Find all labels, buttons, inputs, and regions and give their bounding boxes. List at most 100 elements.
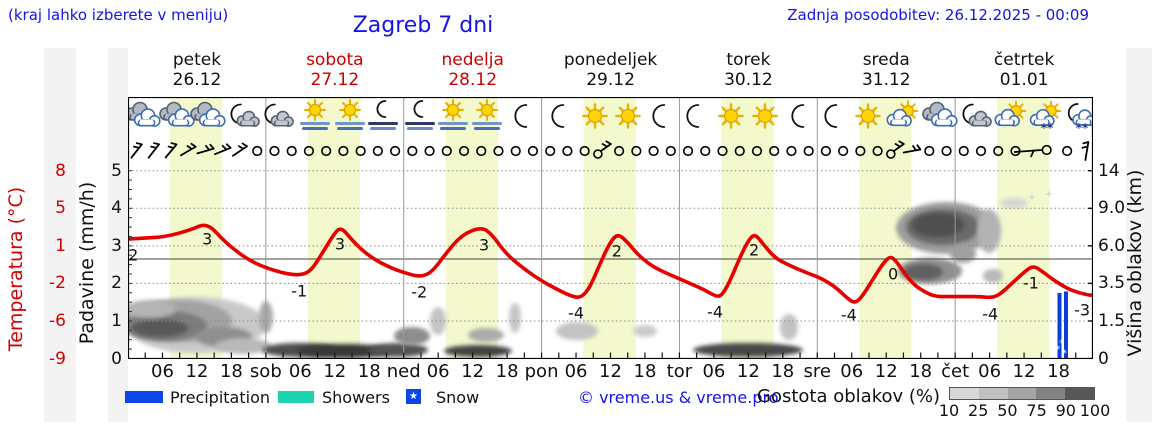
hour-label: 06: [151, 361, 174, 382]
sun-icon: [718, 103, 744, 129]
sun-icon: [752, 103, 778, 129]
hour-label: 18: [1047, 361, 1070, 382]
weather-icon-sun-cloud: [886, 100, 919, 127]
cloud-density-blob: [912, 213, 964, 237]
weather-icon-sun-cloud-snow: **: [1029, 100, 1062, 135]
temperature-value-label: 2: [749, 240, 760, 260]
snow-mark-on-bar: *: [1056, 345, 1061, 355]
snow-legend-label: Snow: [436, 388, 480, 407]
weather-icon-cloudy: [190, 101, 226, 127]
wind-symbol-barb: [213, 143, 232, 156]
weather-icon-moon-fog: [405, 100, 435, 130]
wind-symbol-barb: [147, 142, 160, 159]
snow-stars-icon: **: [1076, 121, 1089, 135]
weather-icon-sun: [752, 103, 778, 129]
day-name: ponedeljek: [563, 50, 658, 70]
weather-icon-cloudy: [922, 101, 958, 127]
hour-label: 12: [874, 361, 898, 382]
moon-icon: [376, 100, 387, 118]
left-precip-axis-strip: [108, 48, 128, 422]
fog-line-icon: [472, 122, 502, 125]
right-axis-strip: [1126, 48, 1152, 422]
fog-line-icon: [370, 127, 396, 130]
precipitation-swatch: [125, 391, 163, 403]
copyright-link[interactable]: © vreme.us & vreme.pro: [578, 388, 779, 407]
wind-symbol-calm: [338, 145, 349, 157]
chart-area: + + ** ** * * * 2 3 -1 3 -2 3 -4 2 -4 2 -4 0 -4 -1 -3: [127, 96, 1094, 360]
cloud-height-tick-label: 9.0: [1098, 198, 1126, 219]
wind-symbol-calm: [751, 145, 763, 157]
hour-label: 06: [564, 361, 588, 382]
snow-star-icon: ★: [409, 391, 418, 402]
cloud-density-scale-cell: [950, 388, 979, 399]
cloud-density-scale-cell: [1036, 388, 1066, 399]
showers-swatch: [278, 391, 314, 403]
weather-icon-sun: [615, 103, 641, 129]
wind-symbol-calm: [476, 145, 487, 157]
day-name: petek: [172, 50, 222, 70]
temperature-value-label: 0: [888, 264, 899, 284]
daylight-band: [583, 97, 636, 359]
cloud-density-blob: [633, 325, 657, 337]
precip-tick-label: 0: [111, 348, 122, 369]
weather-icon-moon: [652, 104, 666, 128]
snow-mark-on-bar: *: [1059, 339, 1064, 349]
day-date: 31.12: [861, 70, 911, 90]
moon-icon: [413, 100, 424, 118]
temperature-value-label: -4: [568, 303, 585, 323]
cloud-density-blob: [780, 314, 798, 340]
fog-line-icon: [407, 127, 433, 130]
temp-tick-label: 5: [55, 198, 66, 219]
wind-symbol-barb: [130, 142, 143, 159]
day-date: 30.12: [724, 70, 773, 90]
location-hint: (kraj lahko izberete v meniju): [8, 6, 229, 24]
cloud-density-blob: [556, 322, 598, 340]
temperature-value-label: -1: [1022, 273, 1039, 293]
wind-symbol-calm: [631, 145, 642, 157]
cloud-density-scale-value: 90: [1055, 401, 1076, 420]
day-abbrev-label: čet: [941, 361, 970, 382]
temperature-value-label: 2: [611, 241, 622, 261]
wind-symbol-calm: [700, 145, 711, 157]
legend-row: Precipitation Showers ★ Snow © vreme.us …: [0, 386, 1152, 422]
hour-label: 06: [702, 361, 726, 382]
wind-symbol-calm: [441, 145, 452, 157]
day-header-sreda: sreda 31.12: [817, 50, 955, 90]
cloud-density-blob: [430, 307, 446, 335]
weather-icon-moon: [686, 104, 700, 128]
fog-line-icon: [337, 127, 363, 130]
wind-symbol-calm: [562, 145, 573, 157]
wind-symbol-calm: [941, 145, 952, 157]
wind-symbol-calm: [389, 145, 401, 157]
plot-frame: [127, 96, 1094, 360]
precip-tick-label: 4: [111, 198, 122, 219]
hour-label: 18: [219, 361, 243, 382]
hour-label: 06: [978, 361, 1002, 382]
meteogram-plot: + +** *** **: [127, 96, 1094, 360]
day-date: 28.12: [448, 70, 498, 90]
wind-symbol-barb: [886, 140, 905, 159]
hour-label: 12: [599, 361, 622, 382]
precipitation-legend-label: Precipitation: [170, 388, 271, 407]
day-abbrev-label: sob: [249, 361, 282, 382]
temperature-value-label: 2: [128, 245, 139, 265]
wind-symbol-calm: [252, 145, 263, 157]
hour-label: 12: [185, 361, 209, 382]
cloud-density-scale-cell: [1065, 388, 1094, 399]
cloud-density-blob: [983, 269, 1003, 283]
cloud-density-blob: [468, 328, 504, 342]
wind-symbol-calm: [734, 145, 745, 157]
cloud-height-tick-label: 6.0: [1098, 235, 1126, 256]
hour-label: 12: [1012, 361, 1036, 382]
weather-icon-sun-fog: [438, 99, 468, 130]
wind-symbol-barb: [196, 143, 215, 155]
day-name: četrtek: [993, 50, 1055, 70]
hour-label: 18: [909, 361, 933, 382]
wind-symbol-calm: [803, 145, 814, 157]
wind-symbol-calm: [545, 145, 556, 157]
wind-symbol-barb: [164, 142, 178, 159]
cloud-density-scale-value: 100: [1079, 401, 1111, 420]
day-header-petek: petek 26.12: [128, 50, 266, 90]
day-abbrev-label: tor: [666, 361, 693, 382]
wind-symbol-barb: [1013, 144, 1052, 158]
